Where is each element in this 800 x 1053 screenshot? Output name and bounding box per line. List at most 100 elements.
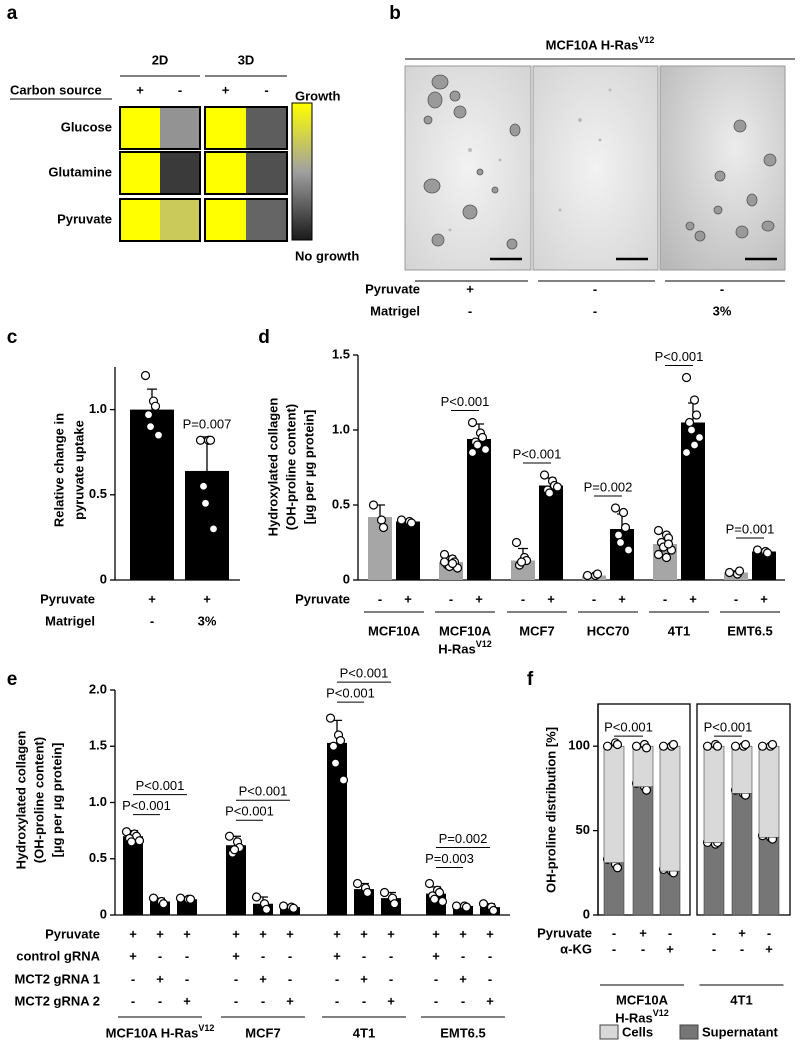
bar — [467, 439, 491, 580]
data-point — [389, 899, 400, 909]
condition-label: α-KG — [560, 941, 592, 956]
p-value: P<0.001 — [136, 778, 185, 793]
condition-value: + — [156, 971, 164, 986]
panel-letter: a — [7, 3, 18, 24]
condition-label: control gRNA — [16, 948, 100, 963]
heatmap-cell — [120, 199, 160, 241]
panel-letter: c — [7, 327, 18, 348]
superscript: V12 — [476, 639, 492, 649]
y-tick-label: 1.5 — [332, 346, 350, 361]
condition-value: - — [131, 993, 135, 1008]
condition-value: + — [486, 926, 494, 941]
heatmap-cell — [120, 152, 160, 194]
bar — [752, 551, 776, 580]
bar-segment — [758, 745, 780, 838]
condition-value: - — [362, 993, 366, 1008]
data-point — [461, 902, 472, 912]
data-point — [229, 845, 240, 855]
cell-frame — [119, 198, 201, 242]
data-point — [140, 370, 151, 381]
data-point — [610, 503, 621, 513]
data-point — [511, 537, 522, 548]
group-label: EMT6.5 — [440, 1025, 486, 1040]
column-label: - — [264, 82, 268, 97]
condition-value: + — [333, 926, 341, 941]
condition-value: + — [432, 926, 440, 941]
data-point — [278, 901, 289, 911]
column-label: + — [136, 82, 144, 97]
data-point — [150, 401, 161, 411]
p-value: P<0.001 — [655, 349, 704, 364]
heatmap-cell — [160, 152, 200, 194]
condition-value: - — [593, 303, 597, 318]
condition-value: - — [468, 303, 472, 318]
bar-segment — [731, 793, 753, 916]
data-point — [261, 904, 272, 914]
legend-swatch — [599, 1024, 619, 1040]
colorbar-label: Growth — [295, 88, 341, 103]
data-point — [658, 741, 669, 751]
y-axis-label: (OH-proline content) — [31, 737, 46, 863]
cells — [448, 88, 612, 232]
condition-value: + — [232, 926, 240, 941]
condition-value: 3% — [198, 613, 217, 628]
micrograph — [659, 65, 786, 271]
row-label: Pyruvate — [57, 211, 112, 226]
bar-segment — [659, 870, 681, 916]
condition-value: + — [360, 926, 368, 941]
condition-value: - — [389, 948, 393, 963]
condition-label: Pyruvate — [537, 925, 592, 940]
condition-value: - — [593, 281, 597, 296]
condition-value: - — [288, 971, 292, 986]
data-point — [195, 435, 206, 445]
data-point — [480, 444, 491, 455]
p-value: P<0.001 — [513, 446, 562, 461]
condition-value: - — [612, 925, 616, 940]
bar-segment — [632, 745, 654, 788]
colorbar — [291, 102, 313, 241]
data-point — [694, 432, 705, 443]
group-label: MCF10A — [439, 623, 492, 638]
condition-value: - — [158, 948, 162, 963]
panel-b-images — [404, 58, 795, 282]
data-point — [148, 893, 159, 903]
data-point — [143, 410, 154, 420]
condition-value: - — [734, 591, 738, 606]
data-point — [612, 863, 623, 873]
p-value: P=0.001 — [726, 521, 775, 536]
group-label: MCF10A — [616, 992, 669, 1007]
y-tick-label: 0.5 — [332, 496, 350, 511]
bar-segment — [632, 786, 654, 916]
bar-segment — [603, 745, 625, 863]
data-point — [592, 569, 603, 579]
bar — [226, 845, 246, 915]
data-point — [153, 430, 164, 440]
condition-value: - — [288, 948, 292, 963]
y-tick-label: 0 — [583, 906, 590, 921]
condition-value: - — [434, 993, 438, 1008]
data-point — [544, 488, 555, 498]
data-point — [467, 447, 478, 458]
condition-value: + — [432, 948, 440, 963]
data-point — [488, 905, 499, 916]
cell-frame — [204, 106, 288, 150]
data-point — [439, 549, 450, 560]
condition-value: - — [362, 948, 366, 963]
heatmap-cell — [120, 107, 160, 149]
condition-label: Pyruvate — [365, 281, 420, 296]
condition-value: - — [612, 941, 616, 956]
data-point — [330, 758, 341, 768]
data-point — [328, 741, 339, 751]
condition-value: + — [203, 591, 211, 606]
condition-value: + — [639, 925, 647, 940]
p-value: P<0.001 — [604, 720, 653, 735]
data-point — [175, 893, 186, 903]
heatmap-cell — [160, 107, 200, 149]
p-value: P<0.001 — [441, 394, 490, 409]
y-tick-label: 1.0 — [89, 401, 107, 416]
row-label: Glucose — [61, 119, 112, 134]
data-point — [200, 498, 211, 508]
data-point — [681, 447, 692, 458]
condition-value: - — [131, 971, 135, 986]
condition-value: - — [449, 591, 453, 606]
